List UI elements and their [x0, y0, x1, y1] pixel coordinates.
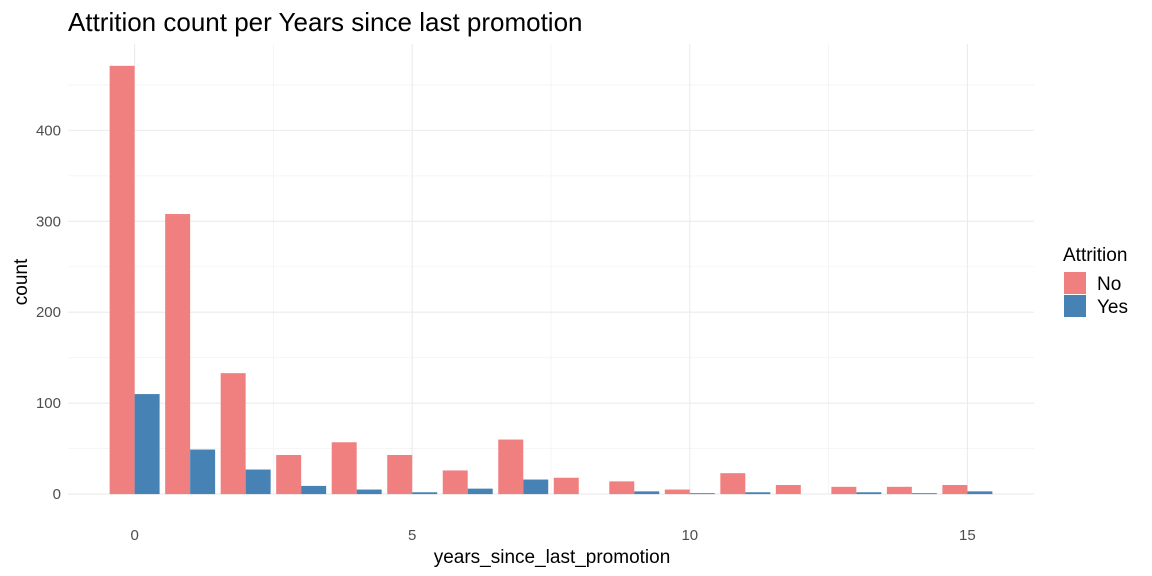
- y-tick-label: 300: [36, 213, 61, 230]
- bar-yes-5: [412, 492, 438, 495]
- bar-no-1: [165, 214, 191, 495]
- bar-no-15: [942, 484, 968, 495]
- bars: [109, 65, 993, 495]
- grid: [68, 44, 1034, 495]
- y-tick-label: 200: [36, 304, 61, 321]
- bar-no-7: [498, 439, 524, 495]
- bar-yes-13: [856, 492, 882, 495]
- x-axis-ticks: 0 5 10 15: [130, 527, 975, 544]
- x-tick-label: 15: [959, 527, 976, 544]
- bar-yes-11: [745, 492, 771, 495]
- bar-no-9: [609, 481, 635, 495]
- legend-key-no: [1064, 272, 1086, 294]
- y-axis-title: count: [11, 258, 32, 305]
- bar-no-4: [331, 442, 357, 495]
- legend-key-yes: [1064, 295, 1086, 317]
- bar-no-14: [886, 486, 912, 495]
- bar-yes-10: [689, 493, 715, 495]
- legend-label-yes: Yes: [1097, 297, 1128, 318]
- x-tick-label: 10: [681, 527, 698, 544]
- x-axis-title: years_since_last_promotion: [434, 547, 671, 568]
- y-tick-label: 0: [53, 486, 61, 503]
- bar-yes-3: [301, 485, 327, 495]
- bar-yes-0: [134, 394, 160, 495]
- legend-title: Attrition: [1063, 245, 1127, 266]
- bar-no-5: [387, 454, 413, 495]
- bar-no-13: [831, 486, 857, 495]
- x-tick-label: 0: [130, 527, 138, 544]
- bar-no-11: [720, 473, 746, 495]
- bar-no-6: [442, 470, 468, 495]
- bar-yes-15: [967, 491, 993, 495]
- y-tick-label: 400: [36, 122, 61, 139]
- bar-yes-14: [911, 493, 937, 495]
- bar-yes-7: [523, 479, 549, 495]
- bar-no-12: [775, 484, 801, 495]
- bar-no-10: [664, 489, 690, 495]
- bar-yes-6: [467, 488, 493, 495]
- bar-no-0: [109, 65, 135, 495]
- bar-no-3: [276, 454, 302, 495]
- bar-yes-4: [356, 489, 382, 495]
- y-axis-ticks: 0 100 200 300 400: [36, 122, 61, 503]
- bar-yes-9: [634, 491, 660, 495]
- y-tick-label: 100: [36, 395, 61, 412]
- bar-no-8: [553, 477, 579, 495]
- bar-no-2: [220, 373, 246, 495]
- chart-title: Attrition count per Years since last pro…: [68, 7, 583, 37]
- legend-label-no: No: [1097, 274, 1121, 295]
- bar-yes-1: [190, 449, 216, 495]
- bar-yes-2: [245, 469, 271, 495]
- x-tick-label: 5: [408, 527, 416, 544]
